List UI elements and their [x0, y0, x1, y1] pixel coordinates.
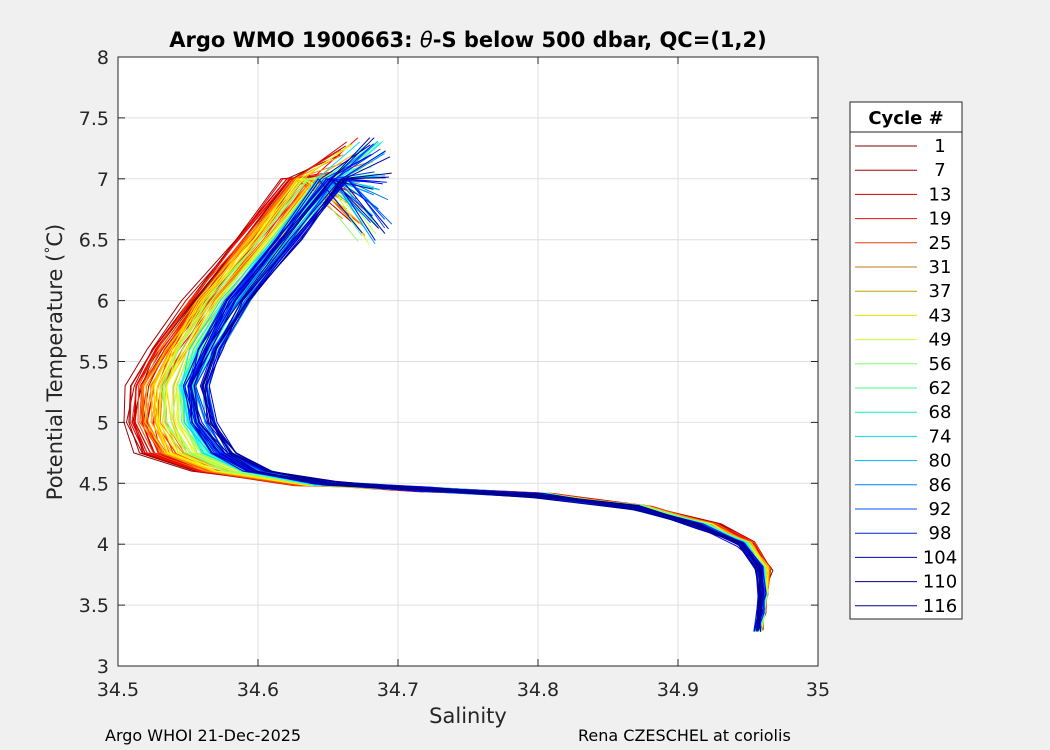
legend-entry-label: 31 — [929, 257, 952, 278]
legend-entry-label: 116 — [923, 596, 957, 617]
legend-entry-label: 104 — [923, 547, 957, 568]
legend-entry-label: 68 — [929, 402, 952, 423]
y-tick-label: 5 — [97, 412, 109, 434]
profile-line — [189, 178, 763, 632]
y-tick-label: 7 — [97, 169, 109, 191]
profile-line — [201, 177, 762, 631]
profile-line — [153, 178, 769, 632]
chart-title: Argo WMO 1900663: θ-S below 500 dbar, QC… — [169, 28, 766, 52]
legend-entry-label: 86 — [929, 475, 952, 496]
chart-title-prefix: Argo WMO 1900663: — [169, 28, 420, 52]
y-tick-label: 3 — [97, 656, 109, 678]
x-tick-label: 34.8 — [517, 679, 559, 701]
x-tick-label: 34.7 — [377, 679, 419, 701]
y-axis-label-degree: ° — [43, 247, 59, 254]
x-tick-label: 34.9 — [657, 679, 699, 701]
y-tick-label: 3.5 — [79, 595, 109, 617]
legend: Cycle # 1 7 13 19 25 31 37 43 49 56 62 68 74 80 86 92 98… — [849, 101, 963, 620]
legend-entry-label: 62 — [929, 378, 952, 399]
footer-right: Rena CZESCHEL at coriolis — [578, 726, 791, 745]
y-axis-label: Potential Temperature (°C) — [43, 224, 67, 500]
y-tick-label: 7.5 — [79, 108, 109, 130]
y-tick-label: 5.5 — [79, 352, 109, 374]
chart-title-theta: θ — [420, 28, 433, 52]
legend-title: Cycle # — [868, 108, 943, 129]
chart-title-suffix: -S below 500 dbar, QC=(1,2) — [433, 28, 767, 52]
legend-entries: 1 7 13 19 25 31 37 43 49 56 62 68 74 80 86 92 98 104 110 11… — [855, 136, 957, 617]
profile-line — [187, 144, 764, 631]
legend-entry-label: 43 — [929, 305, 952, 326]
legend-entry-label: 13 — [929, 184, 952, 205]
y-tick-label: 4.5 — [79, 473, 109, 495]
legend-entry-label: 25 — [929, 233, 952, 254]
x-tick-label: 35 — [806, 679, 830, 701]
y-axis-label-suffix: C) — [43, 224, 67, 247]
y-axis-label-prefix: Potential Temperature ( — [43, 254, 67, 501]
footer-left: Argo WHOI 21-Dec-2025 — [105, 726, 302, 745]
legend-entry-label: 92 — [929, 499, 952, 520]
legend-entry-label: 56 — [929, 354, 952, 375]
grid — [118, 57, 818, 666]
ticks: 34.5 34.6 34.7 34.8 34.9 35 3 3.5 4 4.5 5 5.5 6 6.5 7 7… — [79, 47, 830, 701]
profile-line — [193, 137, 762, 632]
x-axis-label: Salinity — [429, 704, 507, 728]
y-tick-label: 6 — [97, 291, 109, 313]
y-tick-label: 8 — [97, 47, 109, 69]
legend-entry-label: 49 — [929, 330, 952, 351]
x-tick-label: 34.5 — [97, 679, 139, 701]
legend-entry-label: 37 — [929, 281, 952, 302]
legend-entry-label: 110 — [923, 572, 957, 593]
legend-entry-label: 74 — [929, 426, 952, 447]
profile-line — [202, 172, 761, 629]
legend-entry-label: 80 — [929, 451, 952, 472]
legend-entry-label: 19 — [929, 209, 952, 230]
profiles — [123, 137, 774, 633]
legend-entry-label: 98 — [929, 523, 952, 544]
x-tick-label: 34.6 — [237, 679, 279, 701]
y-tick-label: 6.5 — [79, 230, 109, 252]
y-tick-label: 4 — [97, 534, 109, 556]
legend-entry-label: 1 — [934, 136, 945, 157]
legend-entry-label: 7 — [934, 160, 945, 181]
